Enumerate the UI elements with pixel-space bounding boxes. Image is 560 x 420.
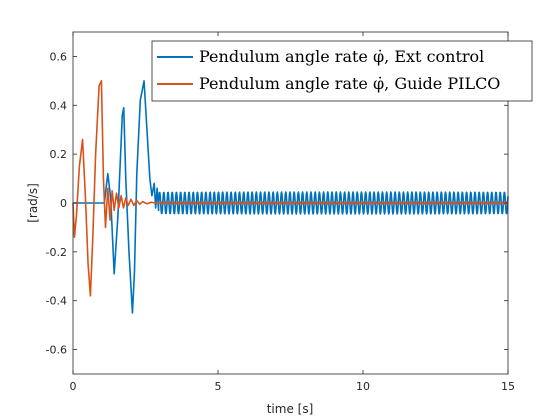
- y-axis-label: [rad/s]: [26, 183, 40, 223]
- x-tick-label: 10: [356, 380, 370, 393]
- legend-label-ext-control: Pendulum angle rate φ̇, Ext control: [199, 47, 484, 66]
- legend: Pendulum angle rate φ̇, Ext control Pend…: [151, 40, 533, 102]
- y-tick-label: 0: [60, 197, 67, 210]
- x-tick-label: 15: [501, 380, 515, 393]
- y-tick-label: 0.6: [50, 50, 68, 63]
- x-tick-label: 0: [70, 380, 77, 393]
- series-layer: [72, 80, 509, 314]
- x-axis-label: time [s]: [267, 402, 314, 416]
- y-tick-label: -0.4: [46, 295, 67, 308]
- y-tick-label: 0.2: [50, 148, 68, 161]
- x-tick-label: 5: [215, 380, 222, 393]
- legend-label-guide-pilco: Pendulum angle rate φ̇, Guide PILCO: [199, 74, 500, 93]
- series-line-ext-control: [73, 80, 509, 314]
- y-tick-label: -0.6: [46, 344, 67, 357]
- series-line-guide-pilco: [72, 80, 509, 297]
- y-tick-label: -0.2: [46, 246, 67, 259]
- y-tick-label: 0.4: [50, 99, 68, 112]
- legend-box: [151, 40, 533, 102]
